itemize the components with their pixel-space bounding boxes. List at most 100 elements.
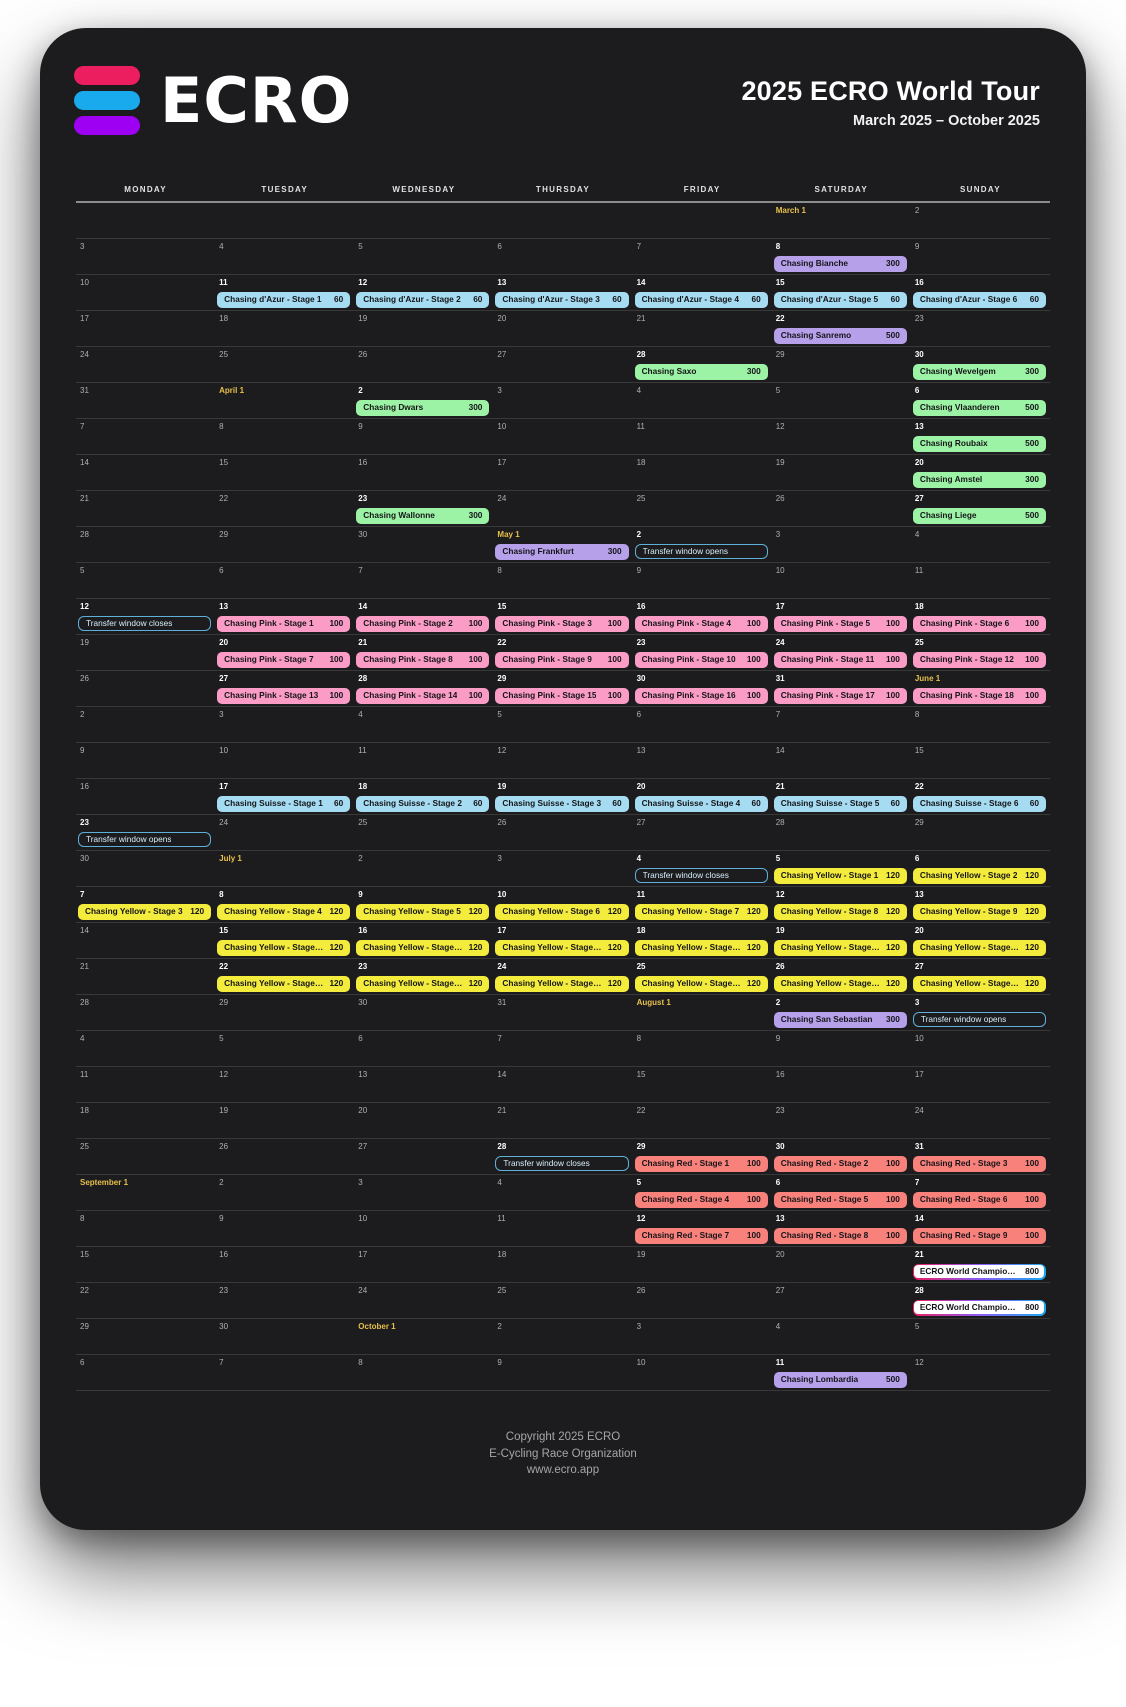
event-pill[interactable]: Chasing Roubaix 500	[912, 435, 1046, 452]
event-pill[interactable]: Chasing Yellow - Stage 19 120	[634, 975, 768, 992]
event-pill[interactable]: Chasing Suisse - Stage 2 60	[356, 795, 490, 812]
event-pill[interactable]: Chasing d'Azur - Stage 4 60	[634, 291, 768, 308]
event-name: Chasing Yellow - Stage 14	[780, 943, 880, 952]
day-cell	[633, 203, 772, 238]
event-pill[interactable]: Chasing Pink - Stage 12 100	[912, 651, 1046, 668]
transfer-pill[interactable]: Transfer window closes	[495, 1155, 629, 1171]
event-pill[interactable]: Chasing Pink - Stage 1 100	[217, 615, 351, 632]
event-pill[interactable]: Chasing Yellow - Stage 4 120	[217, 903, 351, 920]
event-pill[interactable]: Chasing Yellow - Stage 11 120	[356, 939, 490, 956]
transfer-pill[interactable]: Transfer window closes	[634, 867, 768, 883]
event-pill[interactable]: Chasing Yellow - Stage 1 120	[773, 867, 907, 884]
date-label: 26	[219, 1142, 229, 1151]
event-pill[interactable]: Chasing d'Azur - Stage 6 60	[912, 291, 1046, 308]
event-pill[interactable]: Chasing Amstel 300	[912, 471, 1046, 488]
transfer-pill[interactable]: Transfer window closes	[78, 615, 212, 631]
championship-pill[interactable]: ECRO World Championship 800	[912, 1299, 1046, 1316]
event-pill[interactable]: Chasing Pink - Stage 3 100	[495, 615, 629, 632]
championship-pill[interactable]: ECRO World Championship 800	[912, 1263, 1046, 1280]
event-pill[interactable]: Chasing Pink - Stage 10 100	[634, 651, 768, 668]
event-pill[interactable]: Chasing Suisse - Stage 3 60	[495, 795, 629, 812]
date-label: 4	[636, 386, 642, 395]
event-pill[interactable]: Chasing Yellow - Stage 5 120	[356, 903, 490, 920]
event-pill[interactable]: Chasing Red - Stage 4 100	[634, 1191, 768, 1208]
day-cell: 15	[215, 455, 354, 490]
event-pill[interactable]: Chasing Pink - Stage 7 100	[217, 651, 351, 668]
event-pill[interactable]: Chasing Pink - Stage 11 100	[773, 651, 907, 668]
event-pill[interactable]: Chasing Red - Stage 3 100	[912, 1155, 1046, 1172]
event-pill[interactable]: Chasing Vlaanderen 500	[912, 399, 1046, 416]
event-pill[interactable]: Chasing Sanremo 500	[773, 327, 907, 344]
event-pill[interactable]: Chasing Yellow - Stage 17 120	[356, 975, 490, 992]
event-pill[interactable]: Chasing Pink - Stage 4 100	[634, 615, 768, 632]
day-cell: 19	[76, 635, 215, 670]
event-pill[interactable]: Chasing Yellow - Stage 18 120	[495, 975, 629, 992]
day-cell: 27 Chasing Liege 500	[911, 491, 1050, 526]
transfer-pill[interactable]: Transfer window opens	[634, 543, 768, 559]
event-pill[interactable]: Chasing Suisse - Stage 6 60	[912, 795, 1046, 812]
event-pill[interactable]: Chasing Bianche 300	[773, 255, 907, 272]
event-pill[interactable]: Chasing Yellow - Stage 2 120	[912, 867, 1046, 884]
event-pill[interactable]: Chasing Yellow - Stage 6 120	[495, 903, 629, 920]
day-cell: 20	[354, 1103, 493, 1138]
event-pill[interactable]: Chasing Red - Stage 7 100	[634, 1227, 768, 1244]
date-label: 17	[775, 602, 785, 611]
event-pill[interactable]: Chasing Yellow - Stage 8 120	[773, 903, 907, 920]
event-pill[interactable]: Chasing Pink - Stage 17 100	[773, 687, 907, 704]
event-pill[interactable]: Chasing Red - Stage 9 100	[912, 1227, 1046, 1244]
event-pill[interactable]: Chasing Pink - Stage 5 100	[773, 615, 907, 632]
event-pill[interactable]: Chasing Pink - Stage 16 100	[634, 687, 768, 704]
event-pill[interactable]: Chasing Yellow - Stage 20 120	[773, 975, 907, 992]
event-pill[interactable]: Chasing Frankfurt 300	[495, 543, 629, 560]
event-pill[interactable]: Chasing Pink - Stage 13 100	[217, 687, 351, 704]
event-pill[interactable]: Chasing Saxo 300	[634, 363, 768, 380]
date-label: 23	[358, 494, 368, 503]
event-pill[interactable]: Chasing Suisse - Stage 5 60	[773, 795, 907, 812]
event-pill[interactable]: Chasing Yellow - Stage 15 120	[912, 939, 1046, 956]
event-pill[interactable]: Chasing Pink - Stage 14 100	[356, 687, 490, 704]
event-pill[interactable]: Chasing Pink - Stage 15 100	[495, 687, 629, 704]
week-row: 7 Chasing Yellow - Stage 3 120 8 Chasing Yel…	[76, 887, 1050, 923]
event-pill[interactable]: Chasing Pink - Stage 6 100	[912, 615, 1046, 632]
footer: Copyright 2025 ECRO E-Cycling Race Organ…	[40, 1429, 1086, 1479]
event-pill[interactable]: Chasing Yellow - Stage 13 120	[634, 939, 768, 956]
page-title: 2025 ECRO World Tour	[741, 76, 1040, 106]
event-pill[interactable]: Chasing Red - Stage 5 100	[773, 1191, 907, 1208]
transfer-pill[interactable]: Transfer window opens	[78, 831, 212, 847]
event-pill[interactable]: Chasing Red - Stage 1 100	[634, 1155, 768, 1172]
day-cell: 11 Chasing Lombardia 500	[772, 1355, 911, 1390]
event-pill[interactable]: Chasing Red - Stage 8 100	[773, 1227, 907, 1244]
event-pill[interactable]: Chasing Yellow - Stage 21 120	[912, 975, 1046, 992]
event-pill[interactable]: Chasing Yellow - Stage 12 120	[495, 939, 629, 956]
event-points: 60	[890, 798, 900, 809]
event-pill[interactable]: Chasing Pink - Stage 8 100	[356, 651, 490, 668]
event-pill[interactable]: Chasing Dwars 300	[356, 399, 490, 416]
event-pill[interactable]: Chasing Pink - Stage 2 100	[356, 615, 490, 632]
event-pill[interactable]: Chasing Yellow - Stage 3 120	[78, 903, 212, 920]
event-pill[interactable]: Chasing d'Azur - Stage 1 60	[217, 291, 351, 308]
event-pill[interactable]: Chasing Liege 500	[912, 507, 1046, 524]
event-pill[interactable]: Chasing Red - Stage 2 100	[773, 1155, 907, 1172]
event-pill[interactable]: Chasing d'Azur - Stage 5 60	[773, 291, 907, 308]
event-pill[interactable]: Chasing Wallonne 300	[356, 507, 490, 524]
event-pill[interactable]: Chasing Wevelgem 300	[912, 363, 1046, 380]
date-label: 16	[358, 458, 368, 467]
event-pill[interactable]: Chasing d'Azur - Stage 3 60	[495, 291, 629, 308]
event-pill[interactable]: Chasing Pink - Stage 18 100	[912, 687, 1046, 704]
event-pill[interactable]: Chasing Yellow - Stage 16 120	[217, 975, 351, 992]
event-pill[interactable]: Chasing Suisse - Stage 1 60	[217, 795, 351, 812]
event-pill[interactable]: Chasing Suisse - Stage 4 60	[634, 795, 768, 812]
event-pill[interactable]: Chasing d'Azur - Stage 2 60	[356, 291, 490, 308]
event-pill[interactable]: Chasing Red - Stage 6 100	[912, 1191, 1046, 1208]
transfer-pill[interactable]: Transfer window opens	[912, 1011, 1046, 1027]
day-cell: 4 Transfer window closes	[633, 851, 772, 886]
event-pill[interactable]: Chasing Yellow - Stage 14 120	[773, 939, 907, 956]
event-pill[interactable]: Chasing Pink - Stage 9 100	[495, 651, 629, 668]
event-pill[interactable]: Chasing Yellow - Stage 10 120	[217, 939, 351, 956]
event-name: Chasing Red - Stage 6	[919, 1195, 1008, 1204]
event-pill[interactable]: Chasing Yellow - Stage 7 120	[634, 903, 768, 920]
event-pill[interactable]: Chasing San Sebastian 300	[773, 1011, 907, 1028]
date-label: 24	[358, 1286, 368, 1295]
event-pill[interactable]: Chasing Yellow - Stage 9 120	[912, 903, 1046, 920]
event-pill[interactable]: Chasing Lombardia 500	[773, 1371, 907, 1388]
